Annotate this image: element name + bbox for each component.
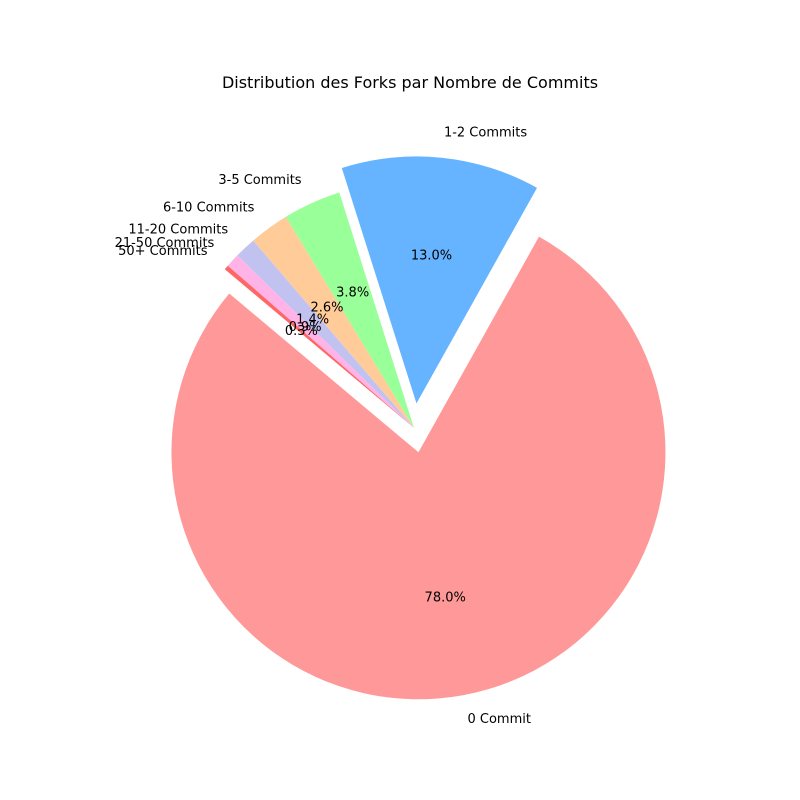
slice-percent-6: 0.3% <box>285 324 318 339</box>
pie-slices <box>171 156 666 700</box>
pie-slice-3 <box>253 216 414 428</box>
pie-slice-0 <box>171 236 666 700</box>
slice-label-3: 6-10 Commits <box>163 201 255 216</box>
slice-percent-1: 13.0% <box>411 248 452 263</box>
slice-label-1: 1-2 Commits <box>444 126 527 141</box>
slice-label-0: 0 Commit <box>468 712 531 727</box>
pie-slice-1 <box>341 156 537 404</box>
pie-slice-2 <box>285 192 414 428</box>
slice-percent-0: 78.0% <box>425 591 466 606</box>
pie-slice-4 <box>237 240 414 428</box>
slice-label-2: 3-5 Commits <box>218 173 301 188</box>
slice-percent-3: 2.6% <box>310 301 343 316</box>
slice-label-5: 21-50 Commits <box>115 236 215 251</box>
slice-percent-5: 0.9% <box>289 320 322 335</box>
pie-labels: 0 Commit 78.0% 1-2 Commits 13.0% 3-5 Commits… <box>115 126 531 727</box>
slice-percent-4: 1.4% <box>296 312 329 327</box>
slice-label-4: 11-20 Commits <box>128 222 228 237</box>
pie-slice-5 <box>227 255 414 428</box>
slice-percent-2: 3.8% <box>336 286 369 301</box>
chart-title: Distribution des Forks par Nombre de Com… <box>222 73 598 92</box>
pie-slice-6 <box>224 265 414 428</box>
slice-label-6: 50+ Commits <box>118 244 208 259</box>
